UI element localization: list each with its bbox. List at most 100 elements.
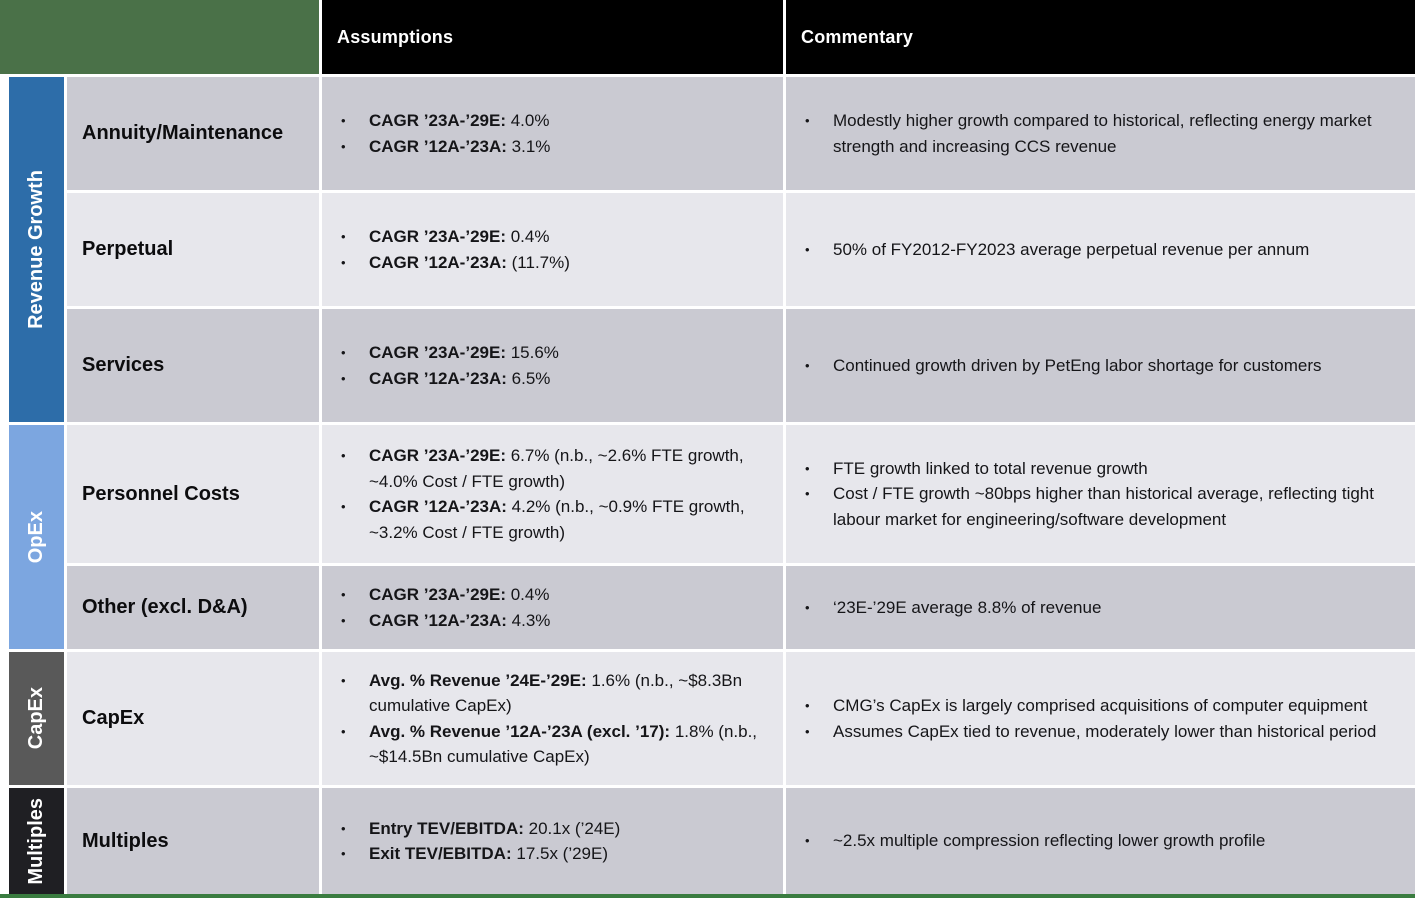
commentary-cell: • FTE growth linked to total revenue grow… (786, 425, 1415, 563)
logo-block (0, 0, 319, 74)
bullet-item: • CAGR ’23A-’29E: 4.0% (322, 108, 783, 134)
row-label: Services (82, 354, 165, 376)
bullet-item: • Avg. % Revenue ’12A-’23A (excl. ’17): 1… (322, 719, 783, 770)
row-label-cell: Personnel Costs (67, 425, 319, 563)
bullet-icon: • (341, 587, 346, 602)
bullet-item: • ~2.5x multiple compression reflecting l… (786, 828, 1415, 854)
assumptions-cell: • CAGR ’23A-’29E: 4.0% • CAGR ’12A-’23A: 3.… (322, 77, 783, 190)
bullet-icon: • (341, 672, 346, 688)
assumptions-cell: • CAGR ’23A-’29E: 15.6% • CAGR ’12A-’23A: 6… (322, 309, 783, 422)
bullet-icon: • (341, 846, 346, 861)
group-band-label: CapEx (25, 687, 47, 750)
bullet-text: CAGR ’23A-’29E: 0.4% (369, 227, 550, 246)
bullet-icon: • (341, 499, 346, 514)
assumptions-cell: • CAGR ’23A-’29E: 6.7% (n.b., ~2.6% FTE g… (322, 425, 783, 563)
bullet-icon: • (341, 370, 346, 386)
row-label: Annuity/Maintenance (82, 122, 284, 144)
group-band-revenue-growth: Revenue Growth (9, 77, 64, 422)
commentary-cell: • ‘23E-’29E average 8.8% of revenue (786, 566, 1415, 649)
assumptions-list: • CAGR ’23A-’29E: 0.4% • CAGR ’12A-’23A: 4.… (322, 582, 783, 633)
bullet-icon: • (805, 241, 810, 257)
bullet-item: • Assumes CapEx tied to revenue, moderate… (786, 719, 1415, 745)
bullet-item: • CMG’s CapEx is largely comprised acquis… (786, 693, 1415, 719)
assumptions-list: • CAGR ’23A-’29E: 0.4% • CAGR ’12A-’23A: (1… (322, 224, 783, 275)
bullet-item: • CAGR ’23A-’29E: 0.4% (322, 582, 783, 608)
row-label-cell: Annuity/Maintenance (67, 77, 319, 190)
group-band-label: Multiples (25, 797, 47, 885)
commentary-list: • 50% of FY2012-FY2023 average perpetual … (786, 237, 1415, 263)
assumptions-cell: • Avg. % Revenue ’24E-’29E: 1.6% (n.b., ~… (322, 652, 783, 785)
bullet-text: Continued growth driven by PetEng labor … (833, 355, 1322, 375)
bullet-item: • Entry TEV/EBITDA: 20.1x (’24E) (322, 816, 783, 842)
bullet-item: • 50% of FY2012-FY2023 average perpetual … (786, 237, 1415, 263)
bullet-icon: • (805, 599, 810, 615)
bullet-text: CAGR ’23A-’29E: 6.7% (n.b., ~2.6% FTE gr… (369, 446, 744, 491)
bullet-text: Modestly higher growth compared to histo… (833, 111, 1372, 156)
bullet-item: • CAGR ’12A-’23A: 4.3% (322, 608, 783, 634)
bullet-text: Entry TEV/EBITDA: 20.1x (’24E) (369, 818, 621, 838)
bullet-item: • CAGR ’23A-’29E: 6.7% (n.b., ~2.6% FTE g… (322, 443, 783, 494)
commentary-list: • Modestly higher growth compared to hist… (786, 108, 1415, 159)
assumptions-header-label: Assumptions (337, 26, 454, 47)
commentary-cell: • 50% of FY2012-FY2023 average perpetual … (786, 193, 1415, 306)
bullet-item: • Modestly higher growth compared to hist… (786, 108, 1415, 159)
bullet-icon: • (341, 612, 346, 628)
bullet-icon: • (341, 113, 346, 128)
bullet-icon: • (805, 113, 810, 128)
bullet-icon: • (341, 723, 346, 739)
commentary-cell: • ~2.5x multiple compression reflecting l… (786, 788, 1415, 894)
row-label: Other (excl. D&A) (82, 596, 248, 618)
assumptions-list: • CAGR ’23A-’29E: 15.6% • CAGR ’12A-’23A: 6… (322, 340, 783, 391)
row-label: Multiples (82, 829, 169, 852)
bullet-text: FTE growth linked to total revenue growt… (833, 458, 1148, 478)
bullet-item: • Exit TEV/EBITDA: 17.5x (’29E) (322, 841, 783, 867)
commentary-cell: • Continued growth driven by PetEng labor… (786, 309, 1415, 422)
bullet-item: • CAGR ’23A-’29E: 0.4% (322, 224, 783, 250)
group-band-label: OpEx (25, 510, 47, 564)
bullet-text: Avg. % Revenue ’24E-’29E: 1.6% (n.b., ~$… (369, 670, 743, 716)
bullet-icon: • (341, 448, 346, 463)
assumptions-cell: • CAGR ’23A-’29E: 0.4% • CAGR ’12A-’23A: 4.… (322, 566, 783, 649)
commentary-header: Commentary (786, 0, 1415, 74)
commentary-list: • FTE growth linked to total revenue grow… (786, 456, 1415, 533)
assumptions-header: Assumptions (322, 0, 783, 74)
bullet-text: CAGR ’23A-’29E: 0.4% (369, 585, 550, 604)
assumptions-list: • CAGR ’23A-’29E: 6.7% (n.b., ~2.6% FTE g… (322, 443, 783, 545)
bullet-item: • Continued growth driven by PetEng labor… (786, 353, 1415, 379)
group-band-label: Revenue Growth (25, 170, 47, 329)
commentary-list: • ‘23E-’29E average 8.8% of revenue (786, 595, 1415, 621)
bullet-text: CAGR ’12A-’23A: 4.3% (369, 610, 551, 630)
bullet-item: • CAGR ’12A-’23A: 4.2% (n.b., ~0.9% FTE g… (322, 494, 783, 545)
row-label-cell: CapEx (67, 652, 319, 785)
bottom-accent-bar (0, 894, 1415, 898)
bullet-icon: • (805, 698, 810, 713)
bullet-text: Exit TEV/EBITDA: 17.5x (’29E) (369, 844, 609, 863)
bullet-text: Cost / FTE growth ~80bps higher than his… (833, 484, 1374, 529)
group-band-opex: OpEx (9, 425, 64, 649)
row-label: Personnel Costs (82, 482, 240, 505)
bullet-text: CAGR ’12A-’23A: (11.7%) (369, 252, 570, 272)
assumptions-list: • Entry TEV/EBITDA: 20.1x (’24E) • Exit TEV… (322, 816, 783, 867)
bullet-item: • Avg. % Revenue ’24E-’29E: 1.6% (n.b., ~… (322, 668, 783, 719)
bullet-item: • CAGR ’12A-’23A: (11.7%) (322, 250, 783, 276)
bullet-text: CAGR ’12A-’23A: 6.5% (369, 368, 551, 388)
bullet-icon: • (805, 357, 810, 373)
commentary-cell: • CMG’s CapEx is largely comprised acquis… (786, 652, 1415, 785)
row-label-cell: Multiples (67, 788, 319, 894)
bullet-icon: • (805, 833, 810, 849)
bullet-text: Assumes CapEx tied to revenue, moderatel… (833, 721, 1377, 741)
bullet-item: • CAGR ’23A-’29E: 15.6% (322, 340, 783, 366)
commentary-list: • ~2.5x multiple compression reflecting l… (786, 828, 1415, 854)
bullet-text: CAGR ’12A-’23A: 4.2% (n.b., ~0.9% FTE gr… (369, 497, 745, 542)
bullet-icon: • (341, 138, 346, 154)
bullet-text: ~2.5x multiple compression reflecting lo… (833, 831, 1266, 851)
bullet-text: ‘23E-’29E average 8.8% of revenue (833, 597, 1102, 617)
bullet-item: • CAGR ’12A-’23A: 6.5% (322, 366, 783, 392)
assumptions-cell: • CAGR ’23A-’29E: 0.4% • CAGR ’12A-’23A: (1… (322, 193, 783, 306)
bullet-icon: • (805, 486, 810, 502)
group-band-capex: CapEx (9, 652, 64, 785)
row-label-cell: Services (67, 309, 319, 422)
bullet-icon: • (341, 345, 346, 360)
bullet-icon: • (341, 254, 346, 270)
